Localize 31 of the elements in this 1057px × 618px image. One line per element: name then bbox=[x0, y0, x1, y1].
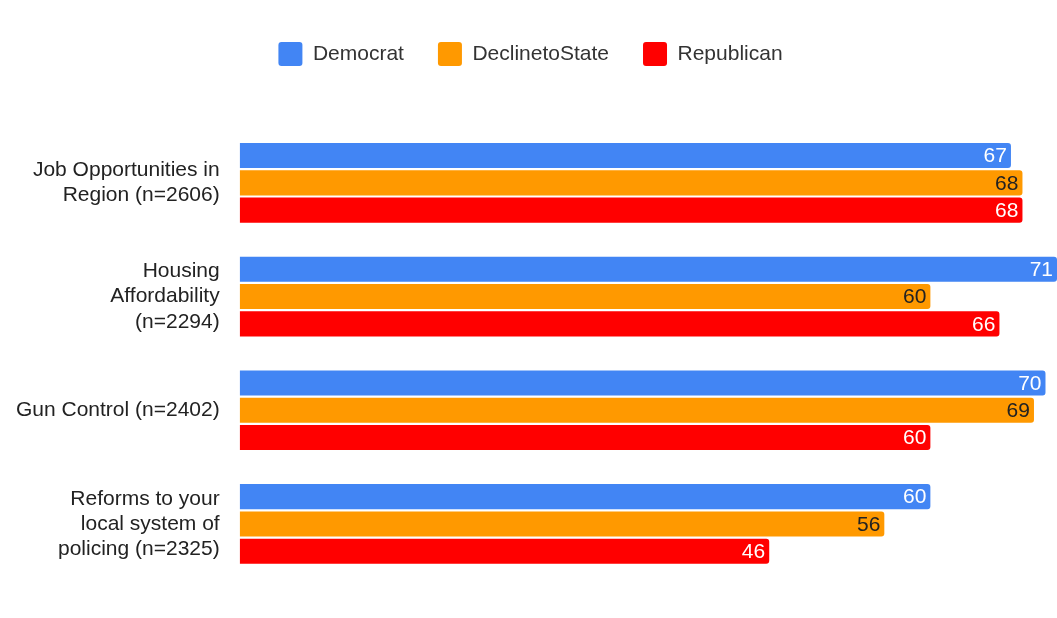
bar bbox=[239, 143, 1011, 169]
bar bbox=[239, 538, 770, 564]
y-tick-label: Job Opportunities in Region (n=2606) bbox=[32, 157, 220, 206]
legend-label: Democrat bbox=[312, 40, 405, 64]
bar bbox=[239, 397, 1034, 423]
y-tick-label: Gun Control (n=2402) bbox=[15, 397, 220, 421]
legend-label: DeclinetoState bbox=[472, 40, 610, 64]
y-tick-label: Housing Affordability (n=2294) bbox=[110, 258, 221, 332]
bar bbox=[239, 170, 1023, 196]
data-label: 46 bbox=[741, 539, 766, 563]
data-label: 56 bbox=[856, 511, 881, 535]
data-label: 60 bbox=[903, 425, 927, 449]
bar bbox=[239, 370, 1046, 396]
data-label: 68 bbox=[995, 197, 1019, 221]
data-label: 70 bbox=[1018, 370, 1042, 394]
data-label: 67 bbox=[983, 143, 1007, 167]
data-label: 60 bbox=[903, 484, 927, 508]
data-label: 66 bbox=[972, 311, 996, 335]
data-label: 71 bbox=[1029, 257, 1053, 281]
bar bbox=[239, 197, 1023, 223]
bar bbox=[239, 424, 931, 451]
bar bbox=[239, 256, 1057, 282]
data-label: 60 bbox=[903, 284, 927, 308]
bar bbox=[239, 484, 931, 510]
bar bbox=[239, 511, 885, 537]
y-tick-label: Reforms to your local system of policing (n=2325) bbox=[58, 485, 220, 559]
legend-label: Republican bbox=[677, 40, 783, 64]
data-label: 68 bbox=[995, 170, 1019, 194]
bar bbox=[239, 284, 931, 310]
bar bbox=[239, 311, 1000, 337]
data-label: 69 bbox=[1006, 398, 1030, 422]
